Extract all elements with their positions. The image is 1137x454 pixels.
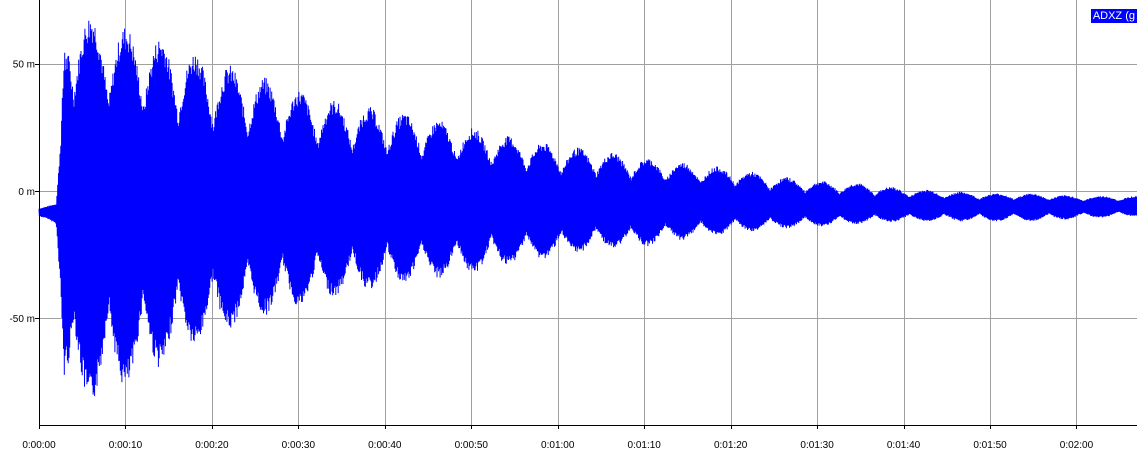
- y-tick-label: 50 m: [13, 60, 35, 71]
- x-tick-label: 0:00:40: [368, 440, 402, 451]
- x-tick-label: 0:01:30: [800, 440, 834, 451]
- y-tick-label: 0 m: [18, 187, 35, 198]
- tick-label-layer: 0:00:00 0:00:10 0:00:20 0:00:30 0:00:40 0:00:…: [9, 60, 1093, 451]
- x-tick-label: 0:00:10: [109, 440, 143, 451]
- x-tick-label: 0:00:30: [282, 440, 316, 451]
- x-tick-label: 0:00:20: [195, 440, 229, 451]
- y-tick-label: -50 m: [9, 314, 35, 325]
- signal-trace: [38, 20, 1137, 397]
- x-tick-label: 0:01:00: [541, 440, 575, 451]
- x-tick-label: 0:01:10: [628, 440, 662, 451]
- x-tick-label: 0:01:40: [887, 440, 921, 451]
- x-tick-label: 0:01:50: [973, 440, 1007, 451]
- x-tick-label: 0:00:00: [22, 440, 56, 451]
- axis-layer: [35, 0, 1137, 429]
- x-tick-label: 0:01:20: [714, 440, 748, 451]
- series-legend-badge: ADXZ (g: [1090, 9, 1137, 23]
- x-tick-label: 0:02:00: [1060, 440, 1094, 451]
- signal-layer: [38, 20, 1137, 397]
- x-tick-label: 0:00:50: [455, 440, 489, 451]
